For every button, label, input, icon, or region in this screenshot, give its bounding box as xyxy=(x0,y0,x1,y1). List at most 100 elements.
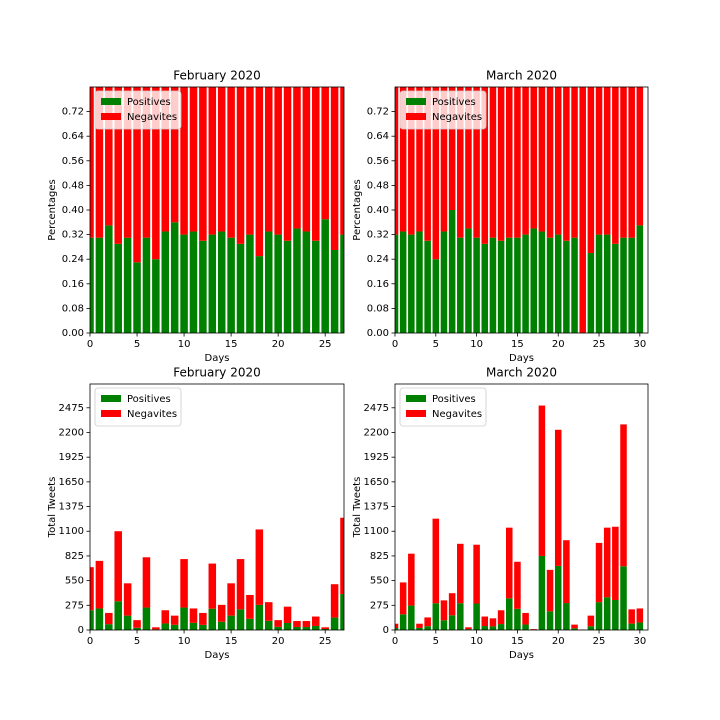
bar xyxy=(457,87,464,238)
x-tick-label: 25 xyxy=(319,339,332,350)
x-tick-label: 25 xyxy=(319,636,332,647)
bar xyxy=(161,623,170,630)
x-tick-label: 15 xyxy=(225,636,238,647)
bar xyxy=(227,615,235,630)
bar xyxy=(199,612,207,625)
bar xyxy=(105,624,113,630)
bar xyxy=(161,231,170,333)
x-tick-label: 0 xyxy=(87,636,93,647)
y-tick-label: 0.56 xyxy=(367,156,389,167)
bar xyxy=(208,563,217,609)
legend-swatch xyxy=(101,395,121,402)
y-tick-label: 0.16 xyxy=(62,279,84,290)
bar xyxy=(199,624,207,630)
bar xyxy=(255,604,264,630)
y-tick-label: 275 xyxy=(370,600,389,611)
bar xyxy=(217,87,226,232)
bar xyxy=(620,566,627,630)
bar xyxy=(161,87,170,232)
bar xyxy=(505,237,513,333)
chart-title: March 2020 xyxy=(486,69,557,83)
bar xyxy=(170,615,179,625)
bar xyxy=(133,87,141,263)
bar xyxy=(114,87,122,244)
bar xyxy=(514,237,521,333)
bar xyxy=(587,87,595,254)
bar xyxy=(620,237,627,333)
bar xyxy=(180,607,188,630)
y-tick-label: 0.00 xyxy=(62,328,84,339)
bar xyxy=(246,234,254,333)
bar xyxy=(255,87,264,257)
y-tick-label: 0.72 xyxy=(62,107,84,118)
bar xyxy=(312,616,320,626)
bar xyxy=(554,565,562,630)
bar xyxy=(180,87,188,235)
legend-label: Negavites xyxy=(127,112,177,123)
y-tick-label: 550 xyxy=(370,576,389,587)
bar xyxy=(208,87,217,235)
bar xyxy=(538,231,546,333)
bar xyxy=(489,626,497,630)
bar xyxy=(416,87,423,232)
x-tick-label: 0 xyxy=(392,636,398,647)
bar xyxy=(636,608,644,623)
bar xyxy=(274,626,282,630)
y-axis-label: Percentages xyxy=(352,179,363,240)
x-tick-label: 20 xyxy=(272,339,285,350)
bar xyxy=(587,253,595,333)
bar xyxy=(448,615,456,630)
y-tick-label: 1100 xyxy=(364,526,389,537)
bar xyxy=(90,610,94,630)
bar xyxy=(95,87,104,238)
bar xyxy=(481,243,489,333)
bar xyxy=(636,87,644,226)
bar xyxy=(302,87,311,232)
bar xyxy=(123,583,132,616)
bar xyxy=(530,87,538,229)
bar xyxy=(448,593,456,616)
bar xyxy=(227,237,235,333)
bar xyxy=(448,87,456,210)
bar xyxy=(170,624,179,630)
bar xyxy=(330,584,339,618)
bar xyxy=(142,237,151,333)
bar xyxy=(522,612,529,625)
chart-title: February 2020 xyxy=(173,69,261,83)
legend-swatch xyxy=(101,98,121,105)
legend-label: Negavites xyxy=(432,112,482,123)
bar xyxy=(264,231,273,333)
bar xyxy=(95,560,104,609)
y-tick-label: 0.48 xyxy=(367,180,389,191)
bar xyxy=(612,87,619,244)
bar xyxy=(628,87,635,238)
bar xyxy=(448,210,456,333)
bar xyxy=(628,237,635,333)
bar xyxy=(189,87,198,232)
y-tick-label: 0.64 xyxy=(62,131,84,142)
y-tick-label: 0.24 xyxy=(367,254,389,265)
bar xyxy=(283,240,292,333)
chart-title: March 2020 xyxy=(486,366,557,380)
y-tick-label: 1100 xyxy=(59,526,84,537)
y-tick-label: 1375 xyxy=(364,502,389,513)
bar xyxy=(199,240,207,333)
bar xyxy=(505,527,513,599)
bar xyxy=(399,231,407,333)
axes-frame xyxy=(89,383,345,631)
y-tick-label: 2200 xyxy=(364,427,389,438)
bar xyxy=(457,543,464,604)
y-tick-label: 0 xyxy=(78,625,84,636)
bar xyxy=(587,626,595,630)
y-tick-label: 0.56 xyxy=(62,156,84,167)
bar xyxy=(522,624,529,630)
bar xyxy=(408,605,415,630)
bar xyxy=(321,87,329,220)
x-tick-label: 20 xyxy=(552,636,565,647)
bar xyxy=(473,544,480,604)
bar xyxy=(399,87,407,232)
bar xyxy=(538,555,546,630)
x-axis-label: Days xyxy=(205,650,230,661)
bar xyxy=(489,237,497,333)
